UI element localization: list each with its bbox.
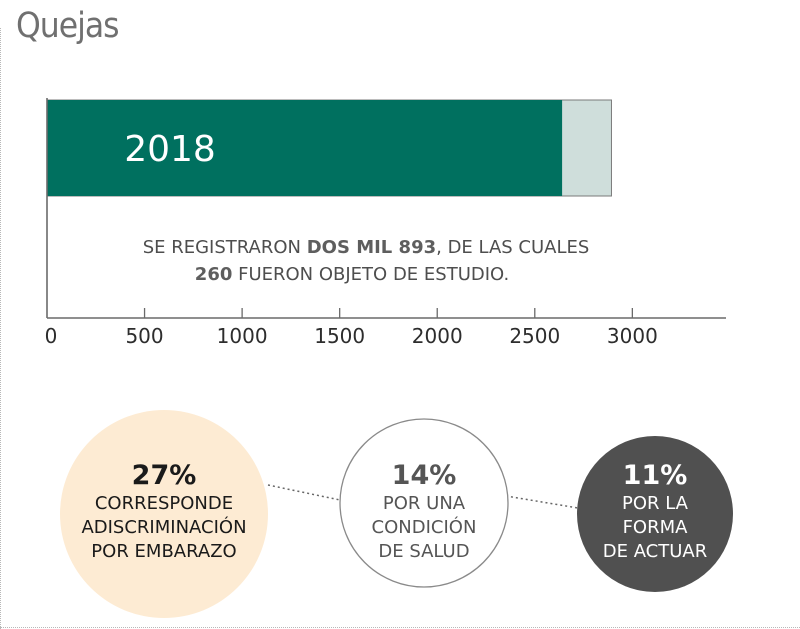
connector-2-3	[505, 495, 579, 509]
circle-2: 14% POR UNA CONDICIÓN DE SALUD	[339, 418, 509, 588]
circle-2-line-3: DE SALUD	[378, 541, 469, 562]
chart-title: Quejas	[16, 6, 120, 46]
circle-1-pct: 27%	[132, 460, 197, 491]
circle-3-shape	[577, 436, 733, 592]
circle-1-line-2: ADISCRIMINACIÓN	[81, 516, 246, 538]
x-tick-label-3000: 3000	[607, 324, 658, 348]
frame-left-border	[0, 28, 2, 629]
circle-2-line-1: POR UNA	[383, 493, 466, 514]
circle-3: 11% POR LA FORMA DE ACTUAR	[577, 436, 733, 592]
circle-1-line-1: CORRESPONDE	[95, 493, 233, 514]
x-tick-label-2000: 2000	[412, 324, 463, 348]
bars-group	[46, 99, 612, 197]
x-tick-label-0: 0	[45, 324, 58, 348]
note-line-2: 260 FUERON OBJETO DE ESTUDIO.	[195, 264, 509, 285]
circle-3-line-3: DE ACTUAR	[603, 541, 708, 562]
frame-bottom-border	[0, 627, 800, 629]
x-ticks-group: 0 500 1000 1500 2000 2500 3000	[45, 308, 658, 348]
connector-1-2	[267, 484, 341, 501]
circle-3-line-1: POR LA	[622, 493, 689, 514]
circle-1: 27% CORRESPONDE ADISCRIMINACIÓN POR EMBA…	[60, 410, 268, 618]
circle-1-line-3: POR EMBARAZO	[91, 541, 236, 562]
note-part-2: , DE LAS CUALES	[436, 237, 589, 258]
circle-2-line-2: CONDICIÓN	[372, 516, 477, 538]
x-tick-label-500: 500	[125, 324, 163, 348]
circle-2-pct: 14%	[392, 460, 457, 491]
note-bold-1: DOS MIL 893	[307, 237, 436, 258]
x-tick-label-1500: 1500	[314, 324, 365, 348]
circle-2-shape	[339, 418, 509, 588]
x-tick-label-2500: 2500	[509, 324, 560, 348]
circle-1-shape	[60, 410, 268, 618]
circle-3-pct: 11%	[623, 460, 688, 491]
x-tick-label-1000: 1000	[217, 324, 268, 348]
bar-label-2018: 2018	[124, 129, 216, 170]
note-part-1: SE REGISTRARON	[143, 237, 307, 258]
bar-main-2018	[47, 100, 563, 196]
note-part-3: FUERON OBJETO DE ESTUDIO.	[232, 264, 509, 285]
note-bold-2: 260	[195, 264, 233, 285]
circle-3-line-2: FORMA	[623, 517, 689, 538]
note-line-1: SE REGISTRARON DOS MIL 893, DE LAS CUALE…	[143, 237, 590, 258]
